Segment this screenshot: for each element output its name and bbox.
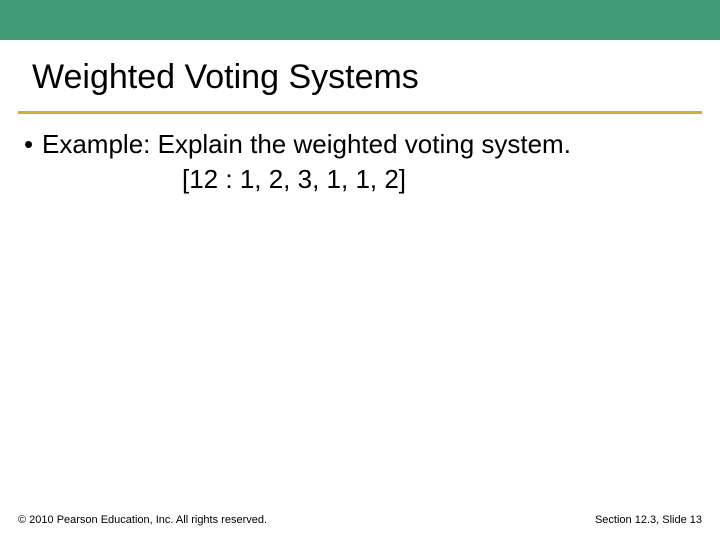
bullet-text: Example: Explain the weighted voting sys… [42,128,571,160]
bullet-item: • Example: Explain the weighted voting s… [24,128,696,160]
slide-title: Weighted Voting Systems [32,58,720,97]
header-bar [0,0,720,40]
section-slide-text: Section 12.3, Slide 13 [595,514,702,526]
bullet-marker: • [24,128,42,160]
voting-notation: [12 : 1, 2, 3, 1, 1, 2] [24,162,696,196]
content-area: • Example: Explain the weighted voting s… [0,114,720,196]
footer: © 2010 Pearson Education, Inc. All right… [18,514,702,526]
title-container: Weighted Voting Systems [0,40,720,103]
copyright-text: © 2010 Pearson Education, Inc. All right… [18,514,267,526]
